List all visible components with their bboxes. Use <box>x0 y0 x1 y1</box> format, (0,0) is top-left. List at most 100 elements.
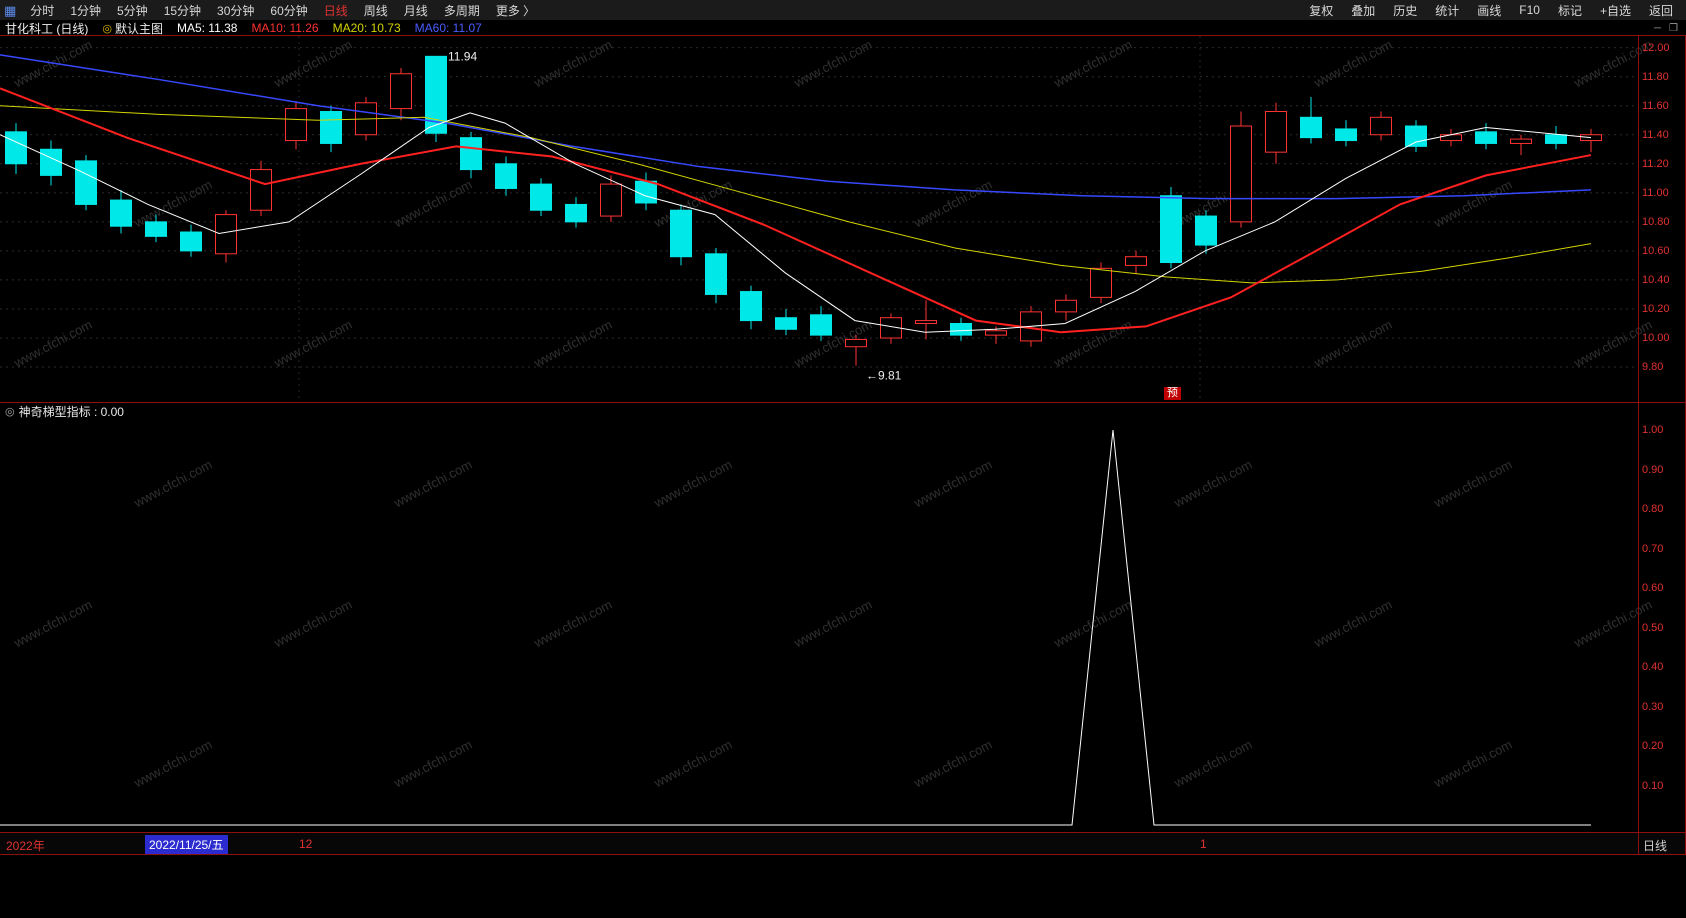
minimize-icon[interactable]: ─ <box>1653 22 1662 34</box>
toolbar-item[interactable]: 返回 <box>1648 3 1673 18</box>
timeframe-item[interactable]: 周线 <box>363 3 388 18</box>
ma-value-labels: MA5: 11.38 MA10: 11.26 MA20: 10.73 MA60: 11… <box>177 21 496 35</box>
indicator-tick-label: 1.00 <box>1642 424 1664 436</box>
candle <box>565 197 587 228</box>
toolbar-item[interactable]: +自选 <box>1599 3 1631 18</box>
indicator-tick-label: 0.40 <box>1642 661 1664 673</box>
indicator-title-row: ◎ 神奇梯型指标 : 0.00 <box>0 403 1638 420</box>
price-tick-label: 10.60 <box>1642 244 1670 257</box>
indicator-tick-label: 0.10 <box>1642 779 1664 792</box>
main-chart-panel[interactable]: 11.94 ←9.81 <box>0 36 1638 402</box>
candle <box>390 67 412 121</box>
chart-title-row: 甘化科工 (日线) ◎ 默认主图 MA5: 11.38 MA10: 11.26 MA… <box>0 20 1686 36</box>
axis-separator-line <box>1638 35 1639 855</box>
overlay-label: 默认主图 <box>114 21 163 36</box>
candle <box>1230 111 1252 228</box>
date-axis-bar: 2022年 2022/11/25/五 日线 12 1 <box>0 833 1686 855</box>
toolbar-item[interactable]: 历史 <box>1393 3 1418 18</box>
candlestick-chart[interactable]: 11.94 ←9.81 <box>0 36 1638 402</box>
footer-space <box>0 855 1686 918</box>
price-tick-label: 12.00 <box>1642 41 1670 54</box>
timeframe-menu: 分时 1分钟 5分钟 15分钟 30分钟 60分钟 日线 周线 月线 多周期 更多 〉 <box>22 2 543 19</box>
selected-date-chip[interactable]: 2022/11/25/五 <box>145 835 228 854</box>
candle <box>145 214 167 243</box>
timeframe-item[interactable]: 日线 <box>323 3 348 18</box>
timeframe-item[interactable]: 60分钟 <box>270 3 308 18</box>
price-axis: 12.00 11.80 11.60 11.40 11.20 11.00 10.80 10.60… <box>1639 36 1686 402</box>
timeframe-item[interactable]: 月线 <box>403 3 428 18</box>
indicator-axis: 1.00 0.90 0.80 0.70 0.60 0.50 0.40 0.30 0.20 0.10 <box>1639 420 1686 833</box>
toolbar-menu: 复权 叠加 历史 统计 画线 F10 标记 +自选 返回 <box>1300 2 1682 19</box>
indicator-line <box>0 429 1591 826</box>
top-menu-bar: ▦ 分时 1分钟 5分钟 15分钟 30分钟 60分钟 日线 周线 月线 多周期 更多 〉 复权 叠加… <box>0 0 1686 20</box>
indicator-panel[interactable] <box>0 420 1638 833</box>
timeframe-item[interactable]: 30分钟 <box>217 3 255 18</box>
candle <box>1405 120 1427 153</box>
indicator-tick-label: 0.50 <box>1642 621 1664 634</box>
ma-label: MA10: 11.26 <box>251 21 319 35</box>
timeframe-item[interactable]: 1分钟 <box>70 3 101 18</box>
candle <box>495 156 517 196</box>
indicator-tick-label: 0.60 <box>1642 582 1664 594</box>
toolbar-item[interactable]: 画线 <box>1477 3 1502 18</box>
toolbar-item[interactable]: 叠加 <box>1351 3 1376 18</box>
panel-border-top <box>0 35 1686 36</box>
indicator-tick-label: 0.90 <box>1642 463 1664 476</box>
price-tick-label: 10.00 <box>1642 332 1670 345</box>
price-tick-label: 10.20 <box>1642 302 1670 315</box>
ma-label: MA60: 11.07 <box>414 21 482 35</box>
panel-border-bottom <box>0 832 1686 833</box>
candle <box>1160 187 1182 269</box>
toolbar-item[interactable]: 统计 <box>1435 3 1460 18</box>
candle <box>1195 210 1217 254</box>
timeframe-item[interactable]: 5分钟 <box>117 3 148 18</box>
indicator-tick-label: 0.70 <box>1642 542 1664 555</box>
month-label: 12 <box>299 837 313 851</box>
timeframe-item[interactable]: 分时 <box>30 3 55 18</box>
timeframe-item[interactable]: 更多 〉 <box>495 3 536 18</box>
timeframe-item[interactable]: 15分钟 <box>163 3 202 18</box>
year-label: 2022年 <box>6 839 45 853</box>
price-tick-label: 10.80 <box>1642 215 1670 228</box>
candle <box>705 247 727 304</box>
datebar-border-bottom <box>0 854 1686 855</box>
candle <box>460 131 482 179</box>
timeframe-item[interactable]: 多周期 <box>443 3 480 18</box>
ma-line-MA5 <box>0 112 1592 333</box>
period-label[interactable]: 日线 <box>1643 839 1668 853</box>
price-tick-label: 11.20 <box>1642 157 1669 170</box>
candle <box>215 210 237 263</box>
candle <box>180 224 202 257</box>
toolbar-item[interactable]: F10 <box>1519 3 1540 17</box>
price-tick-label: 10.40 <box>1642 273 1670 286</box>
panel-border-mid <box>0 402 1686 403</box>
ma-line-MA20 <box>0 105 1592 284</box>
price-tick-label: 11.60 <box>1642 99 1669 112</box>
candle <box>250 160 272 217</box>
candle <box>950 317 972 341</box>
candle <box>1090 262 1112 304</box>
overlay-dot-icon: ◎ <box>102 22 112 35</box>
month-label: 1 <box>1200 837 1207 851</box>
candle <box>320 105 342 153</box>
candle <box>810 306 832 341</box>
app-icon[interactable]: ▦ <box>4 2 17 18</box>
candle <box>285 101 307 150</box>
candle <box>670 204 692 266</box>
indicator-tick-label: 0.30 <box>1642 700 1664 713</box>
price-tick-label: 11.00 <box>1642 186 1669 199</box>
candle <box>1335 120 1357 147</box>
toolbar-item[interactable]: 复权 <box>1309 3 1334 18</box>
indicator-chart[interactable] <box>0 420 1638 833</box>
candle <box>880 313 902 344</box>
candle <box>530 178 552 217</box>
price-tick-label: 11.80 <box>1642 70 1669 83</box>
candle <box>1125 250 1147 275</box>
candle <box>5 123 27 174</box>
restore-icon[interactable]: ❐ <box>1669 22 1678 34</box>
stock-title: 甘化科工 (日线) <box>5 21 89 36</box>
ma-line-MA60 <box>0 54 1592 200</box>
candle <box>1055 294 1077 321</box>
toolbar-item[interactable]: 标记 <box>1557 3 1582 18</box>
